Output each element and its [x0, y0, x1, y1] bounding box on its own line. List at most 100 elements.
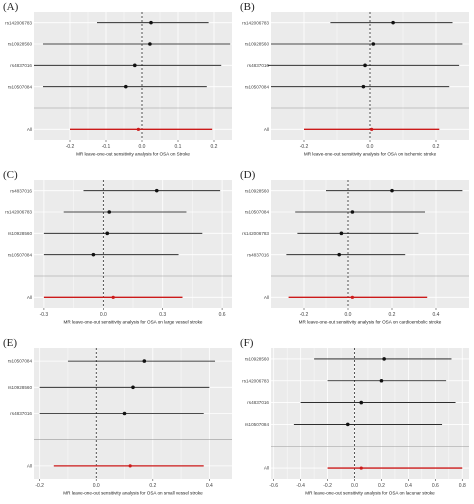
x-tick-label: -0.1 — [102, 144, 111, 150]
x-tick-label: 0.2 — [211, 144, 218, 150]
x-tick-label: 0.2 — [149, 483, 156, 489]
snp-label: rs10507084 — [245, 210, 270, 215]
estimate-point — [363, 63, 367, 68]
snp-label: rs10928560 — [245, 188, 270, 193]
x-tick-label: 0.6 — [432, 483, 439, 489]
x-tick-label: -0.4 — [296, 483, 305, 489]
estimate-point — [345, 422, 350, 427]
forest-plot-b: (B) rs142006783 rs10928560 rs4837016 rs1050… — [237, 0, 473, 165]
panel-label: (A) — [3, 1, 19, 13]
forest-plot-d: (D) rs10928560 rs10507084 rs142006783 rs483… — [237, 168, 473, 333]
snp-label: rs4837016 — [10, 411, 32, 416]
estimate-point — [107, 210, 112, 214]
snp-label: rs142006783 — [5, 20, 32, 25]
snp-label: rs4837016 — [247, 252, 269, 257]
x-axis-label: MR leave-one-out sensitivity analysis fo… — [304, 152, 437, 157]
panel-label: (D) — [240, 169, 256, 181]
all-label: All — [27, 127, 32, 132]
estimate-point — [105, 231, 110, 236]
x-tick-label: 0.0 — [367, 144, 374, 150]
x-tick-label: 0.4 — [206, 483, 213, 489]
estimate-point — [371, 42, 376, 46]
estimate-point — [361, 84, 366, 89]
all-estimate-point — [359, 466, 363, 470]
forest-plot-svg: rs10928560 rs10507084 rs142006783 rs4837016… — [242, 180, 469, 325]
snp-label: rs10507084 — [8, 84, 33, 89]
x-tick-label: 0.0 — [345, 312, 352, 318]
estimate-point — [390, 188, 394, 193]
x-tick-label: -0.2 — [323, 483, 332, 489]
x-tick-label: 0.8 — [459, 483, 466, 489]
snp-label: rs10928560 — [8, 231, 33, 236]
panel-label: (C) — [3, 169, 18, 181]
estimate-point — [391, 20, 395, 25]
snp-label: rs10507084 — [8, 252, 33, 257]
estimate-point — [133, 63, 137, 68]
snp-label: rs4837016 — [10, 63, 32, 68]
estimate-point — [142, 359, 147, 363]
estimate-point — [124, 84, 128, 89]
estimate-point — [122, 411, 127, 416]
all-estimate-point — [350, 295, 354, 299]
x-tick-label: 0.4 — [405, 483, 412, 489]
x-axis-label: MR leave-one-out sensitivity analysis fo… — [64, 320, 203, 325]
estimate-point — [339, 231, 344, 236]
x-tick-label: 0.4 — [433, 312, 440, 318]
x-tick-label: 0.6 — [219, 312, 226, 318]
plot-background — [34, 12, 232, 140]
x-axis-label: MR leave-one-out sensitivity analysis fo… — [76, 152, 190, 157]
estimate-point — [337, 252, 341, 257]
snp-label: rs4837016 — [247, 400, 269, 405]
snp-label: rs10928560 — [245, 42, 270, 47]
forest-plot-e: (E) rs10507084 rs10928560 rs4837016 All -0.2… — [0, 336, 236, 504]
snp-label: rs10507084 — [245, 84, 270, 89]
all-label: All — [264, 295, 269, 300]
forest-plot-svg: rs142006783 rs10928560 rs4837016 rs10507084… — [242, 12, 469, 157]
snp-label: rs10928560 — [8, 385, 33, 390]
x-tick-label: -0.2 — [300, 144, 309, 150]
snp-label: rs10928560 — [245, 357, 270, 362]
x-tick-label: 0.0 — [139, 144, 146, 150]
x-tick-label: -0.2 — [66, 144, 75, 150]
forest-plot-svg: rs4837016 rs142006783 rs10928560 rs10507084… — [5, 180, 232, 325]
x-tick-label: -0.2 — [300, 312, 309, 318]
snp-label: rs10507084 — [8, 359, 33, 364]
estimate-point — [382, 357, 386, 361]
x-tick-label: 0.0 — [351, 483, 358, 489]
x-tick-label: -0.2 — [35, 483, 44, 489]
all-label: All — [264, 127, 269, 132]
panel-label: (E) — [3, 337, 18, 349]
forest-plot-a: (A) rs142006783 rs10928560 rs4837016 rs1050… — [0, 0, 236, 165]
snp-label: rs10928560 — [8, 42, 33, 47]
all-label: All — [27, 295, 32, 300]
snp-label: rs4837016 — [247, 63, 269, 68]
snp-label: rs142006783 — [242, 20, 269, 25]
all-estimate-point — [128, 464, 132, 468]
estimate-point — [379, 378, 384, 383]
all-estimate-point — [136, 127, 140, 131]
plot-background — [271, 348, 469, 479]
x-tick-label: 0.2 — [378, 483, 385, 489]
panel-label: (F) — [240, 337, 254, 349]
snp-label: rs142006783 — [242, 231, 269, 236]
estimate-point — [359, 400, 364, 405]
all-label: All — [264, 466, 269, 471]
all-estimate-point — [111, 295, 115, 299]
snp-label: rs142006783 — [242, 378, 269, 383]
x-tick-label: 0.3 — [159, 312, 166, 318]
forest-plot-svg: rs10507084 rs10928560 rs4837016 All -0.2 0.0 0… — [8, 348, 232, 496]
x-axis-label: MR leave-one-out sensitivity analysis fo… — [305, 491, 435, 496]
x-tick-label: 0.1 — [175, 144, 182, 150]
x-tick-label: -0.6 — [269, 483, 278, 489]
x-tick-label: 0.2 — [389, 312, 396, 318]
forest-plot-c: (C) rs4837016 rs142006783 rs10928560 rs1050… — [0, 168, 236, 333]
x-axis-label: MR leave-one-out sensitivity analysis fo… — [63, 491, 203, 496]
snp-label: rs10507084 — [245, 422, 270, 427]
forest-plot-f: (F) rs10928560 rs142006783 rs4837016 rs1050… — [237, 336, 473, 504]
estimate-point — [131, 385, 135, 390]
all-estimate-point — [370, 127, 374, 131]
estimate-point — [149, 20, 153, 25]
estimate-point — [91, 252, 96, 257]
x-tick-label: 0.0 — [93, 483, 100, 489]
estimate-point — [148, 42, 152, 46]
